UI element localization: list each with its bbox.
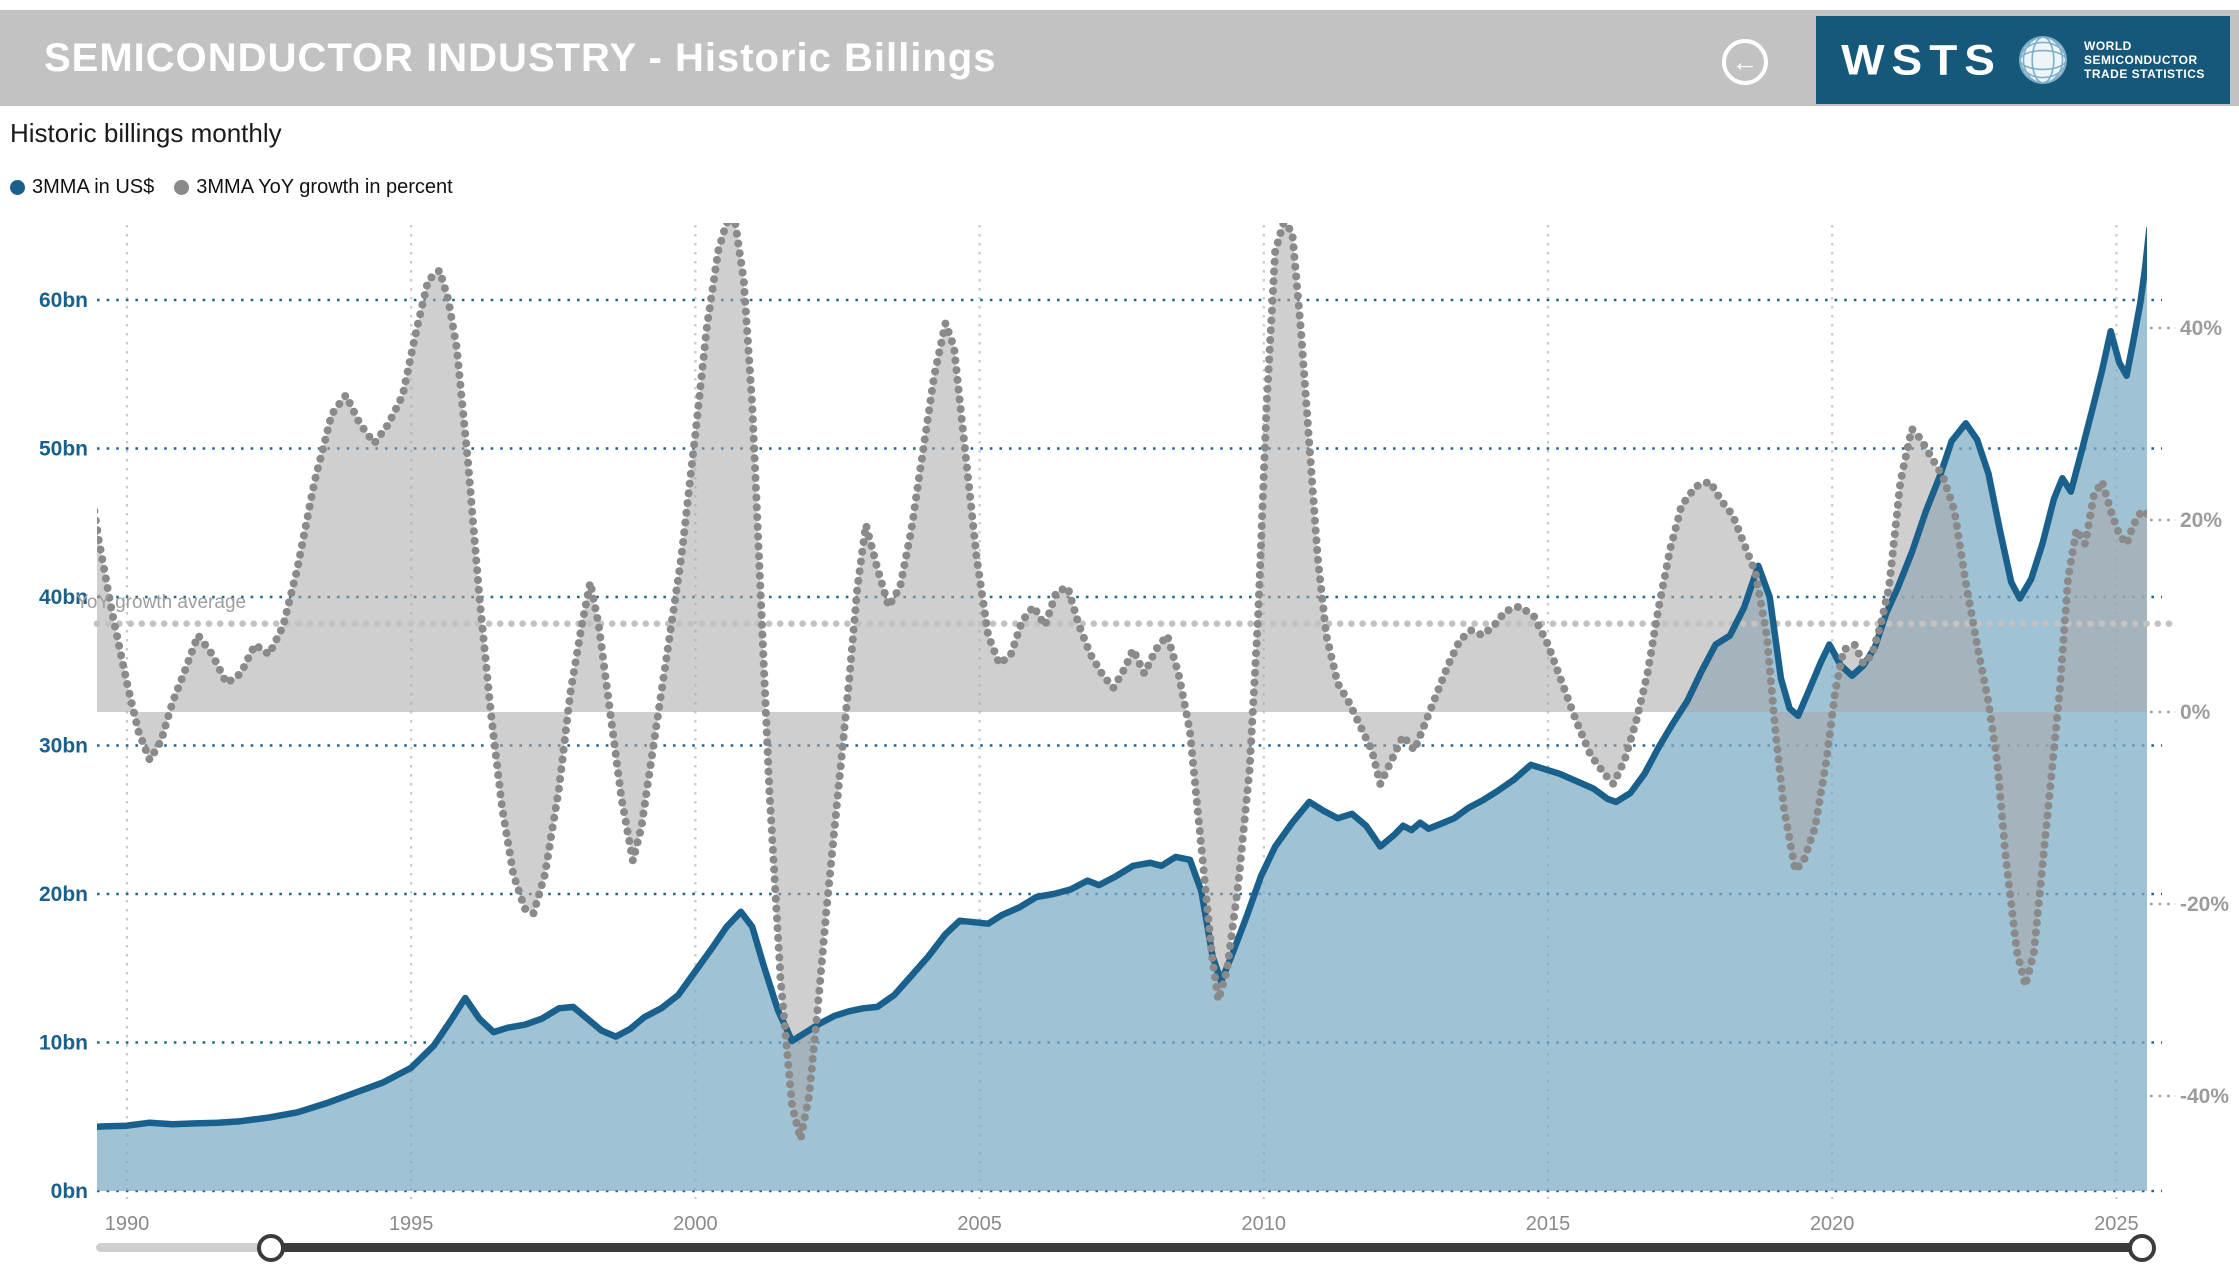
svg-text:30bn: 30bn	[39, 735, 88, 758]
globe-icon	[2019, 36, 2067, 84]
svg-text:60bn: 60bn	[39, 289, 88, 312]
svg-text:10bn: 10bn	[39, 1032, 88, 1055]
svg-text:40bn: 40bn	[39, 586, 88, 609]
billings-series-dot-icon	[10, 180, 25, 195]
legend: 3MMA in US$ 3MMA YoY growth in percent	[10, 176, 453, 199]
svg-text:2025: 2025	[2094, 1213, 2139, 1235]
wsts-logotype: WSTS	[1841, 36, 2002, 84]
svg-text:1990: 1990	[105, 1213, 150, 1235]
svg-text:2000: 2000	[673, 1213, 718, 1235]
page-title: SEMICONDUCTOR INDUSTRY - Historic Billin…	[44, 35, 997, 80]
wsts-logo: WSTS WORLD SEMICONDUCTOR TRADE STATISTIC…	[1816, 16, 2230, 104]
svg-text:20bn: 20bn	[39, 883, 88, 906]
svg-text:1995: 1995	[389, 1213, 434, 1235]
time-range-slider-selected[interactable]	[270, 1243, 2142, 1252]
wsts-logo-caption: WORLD SEMICONDUCTOR TRADE STATISTICS	[2084, 39, 2205, 81]
svg-text:-20%: -20%	[2180, 893, 2229, 916]
legend-item-yoy-growth: 3MMA YoY growth in percent	[174, 176, 453, 199]
legend-item-billings: 3MMA in US$	[10, 176, 154, 199]
svg-text:0bn: 0bn	[51, 1180, 88, 1203]
legend-label: 3MMA YoY growth in percent	[196, 176, 453, 198]
slider-handle-right[interactable]	[2128, 1234, 2156, 1262]
svg-text:2015: 2015	[1526, 1213, 1571, 1235]
svg-text:0%: 0%	[2180, 701, 2211, 724]
legend-label: 3MMA in US$	[32, 176, 155, 198]
svg-text:20%: 20%	[2180, 509, 2222, 532]
back-arrow-icon: ←	[1731, 46, 1759, 77]
svg-text:-40%: -40%	[2180, 1085, 2229, 1108]
svg-text:2005: 2005	[957, 1213, 1002, 1235]
svg-text:50bn: 50bn	[39, 438, 88, 461]
yoy-series-dot-icon	[174, 180, 190, 195]
svg-text:40%: 40%	[2180, 317, 2222, 340]
back-button[interactable]: ←	[1722, 39, 1768, 85]
svg-text:2020: 2020	[1810, 1213, 1855, 1235]
chart-title: Historic billings monthly	[10, 118, 282, 148]
slider-handle-left[interactable]	[256, 1234, 285, 1262]
svg-text:YoY growth average: YoY growth average	[76, 592, 246, 613]
svg-text:2010: 2010	[1242, 1213, 1287, 1235]
